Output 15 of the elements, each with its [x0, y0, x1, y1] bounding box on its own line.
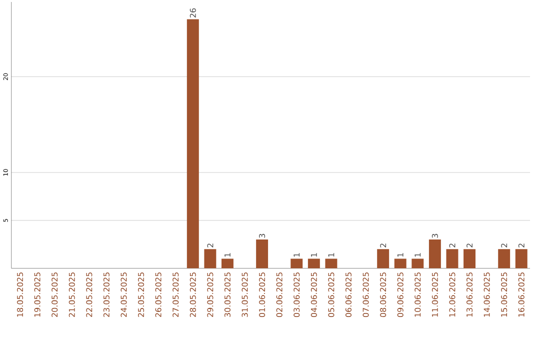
bar	[308, 258, 320, 268]
bar	[204, 249, 216, 268]
bar	[377, 249, 390, 268]
bar	[412, 258, 424, 268]
bar	[186, 19, 199, 268]
bar	[515, 249, 528, 268]
bar	[446, 249, 458, 268]
bar	[325, 258, 338, 268]
bar	[290, 258, 303, 268]
bar	[464, 249, 476, 268]
bar	[222, 258, 234, 268]
bar	[498, 249, 510, 268]
bar	[256, 240, 268, 268]
bar	[428, 240, 441, 268]
bar	[394, 258, 406, 268]
